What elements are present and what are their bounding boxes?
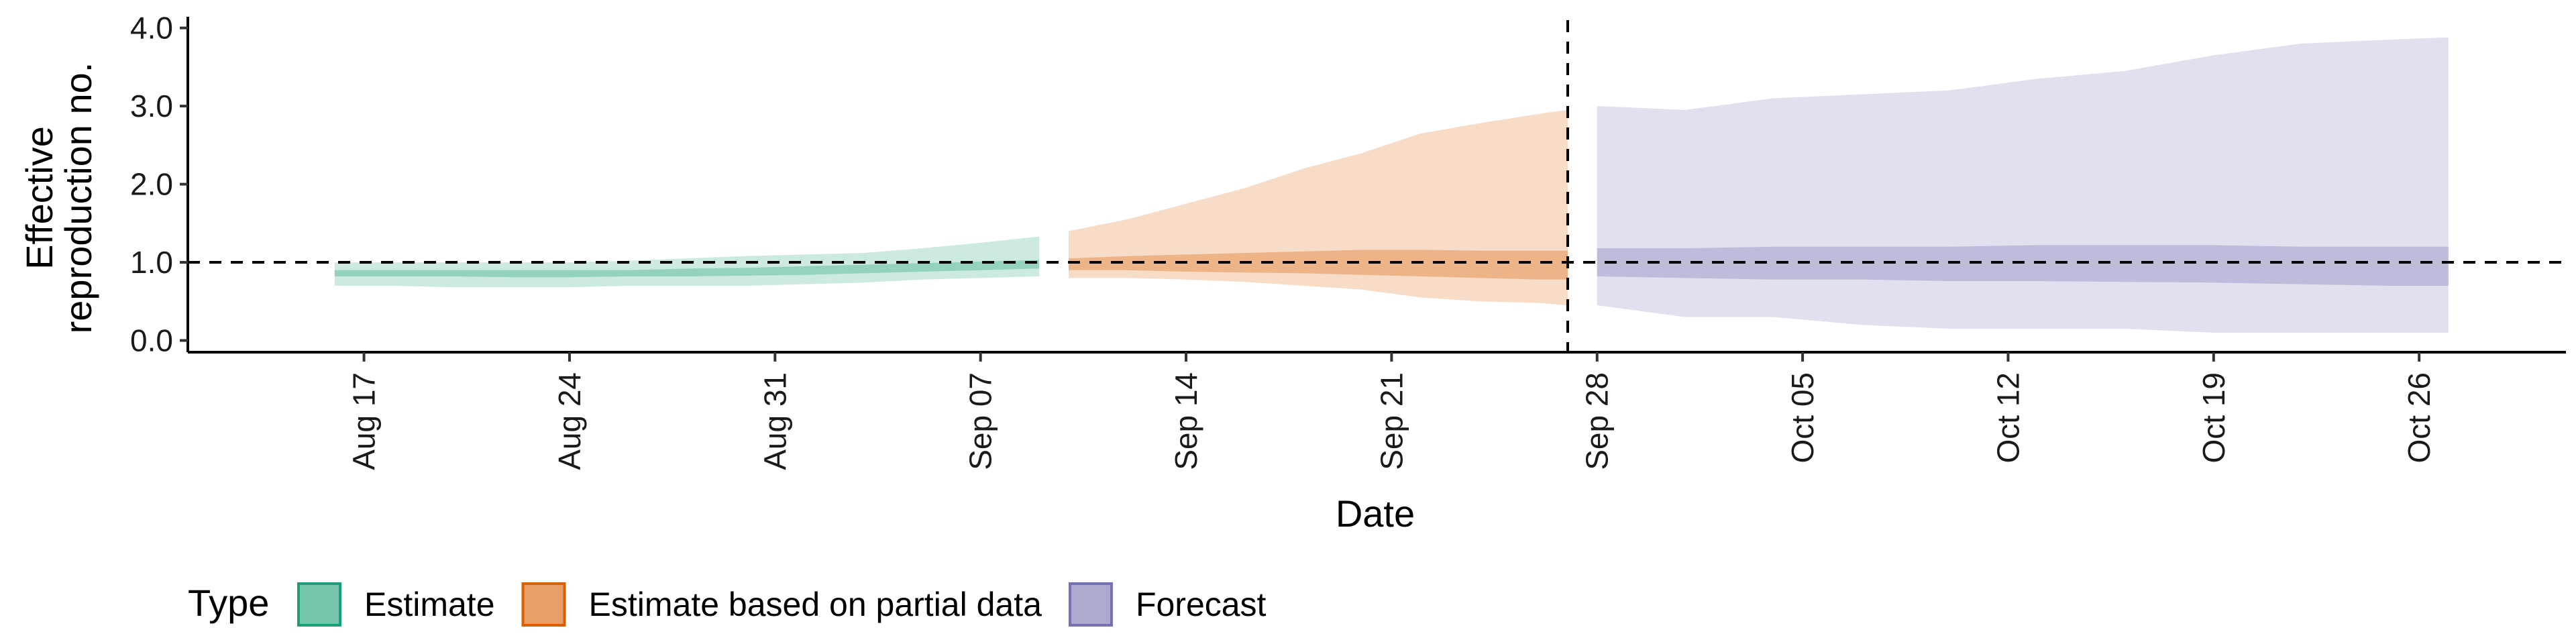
x-tick-label: Sep 28 xyxy=(1580,372,1615,470)
y-axis-title: Effective reproduction no. xyxy=(18,62,99,334)
legend-title: Type xyxy=(188,582,269,624)
legend-label-estimate: Estimate xyxy=(364,586,495,623)
y-tick-label: 3.0 xyxy=(130,89,173,123)
x-tick-label: Oct 26 xyxy=(2402,372,2436,464)
x-tick-label: Oct 12 xyxy=(1990,372,2025,464)
bands-layer xyxy=(334,37,2449,333)
band-outer-estimate-based-on-partial-data xyxy=(1069,109,1568,306)
y-axis-title-line-2: reproduction no. xyxy=(57,62,99,334)
x-tick-label: Sep 14 xyxy=(1169,372,1203,470)
band-inner-estimate xyxy=(334,260,1040,278)
legend-swatch-estimate xyxy=(297,582,341,627)
y-tick-label: 0.0 xyxy=(130,323,173,358)
y-tick-label: 1.0 xyxy=(130,245,173,280)
x-tick-label: Oct 05 xyxy=(1785,372,1820,464)
band-outer-forecast xyxy=(1597,37,2449,333)
legend-label-estimate-based-on-partial-data: Estimate based on partial data xyxy=(589,586,1042,623)
legend-swatch-forecast xyxy=(1068,582,1113,627)
reference-lines xyxy=(188,20,2566,352)
x-tick-label: Aug 17 xyxy=(347,372,382,470)
x-axis-title: Date xyxy=(1336,492,1415,535)
x-tick-label: Aug 31 xyxy=(757,372,792,470)
band-inner-forecast xyxy=(1597,245,2449,286)
legend-label-forecast: Forecast xyxy=(1136,586,1267,623)
legend-swatch-estimate-based-on-partial-data xyxy=(521,582,566,627)
x-tick-label: Aug 24 xyxy=(552,372,587,470)
y-axis-title-line-1: Effective xyxy=(18,126,60,270)
band-inner-estimate-based-on-partial-data xyxy=(1069,250,1568,280)
legend: Type Estimate Estimate based on partial d… xyxy=(188,582,1267,627)
y-tick-label: 2.0 xyxy=(130,167,173,202)
x-tick-label: Sep 07 xyxy=(963,372,998,470)
x-tick-label: Sep 21 xyxy=(1374,372,1409,470)
y-tick-label: 4.0 xyxy=(130,11,173,46)
x-tick-label: Oct 19 xyxy=(2196,372,2231,464)
axes: 0.0 1.0 2.0 3.0 4.0 Aug 17 Aug 24 Aug 31 Sep 07 S… xyxy=(130,11,2566,470)
